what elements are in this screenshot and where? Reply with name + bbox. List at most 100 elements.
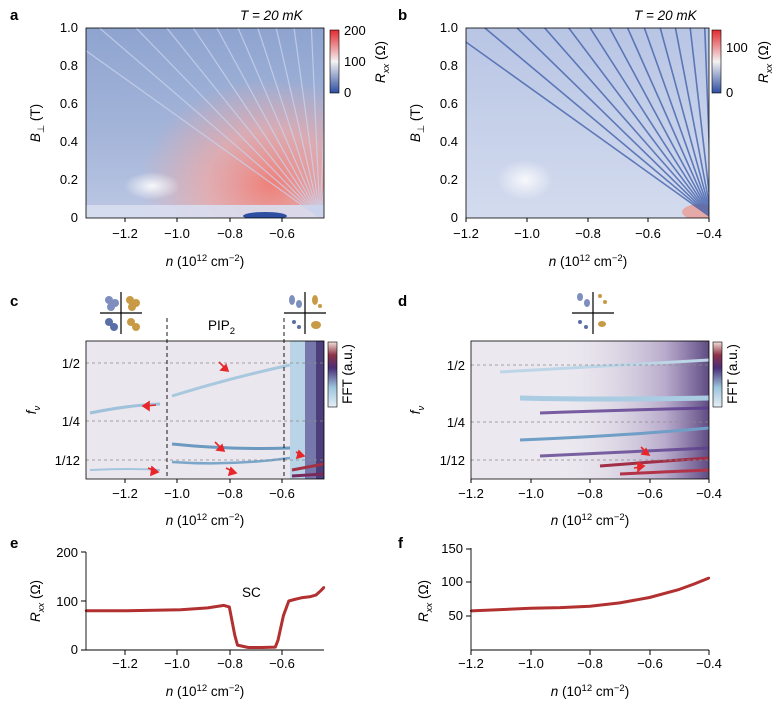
data-point-e xyxy=(322,586,326,589)
y-tick-a-5: 0.8 xyxy=(60,58,78,73)
fan-line xyxy=(319,116,324,218)
fan-line xyxy=(712,0,779,218)
data-point-e xyxy=(287,599,290,603)
fan-line xyxy=(703,28,709,161)
data-point-e xyxy=(274,645,277,649)
x-axis-d: −1.2 −1.0 −0.8 −0.6 −0.4 n (1012 cm−2) xyxy=(458,479,722,528)
panel-f: f −1.2 −1.0 −0.8 −0.6 −0.4 n (1012 cm−2)… xyxy=(398,535,722,699)
fan-line xyxy=(643,28,709,212)
panel-label-c: c xyxy=(10,293,18,310)
y-tick-b-1: 0 xyxy=(451,210,458,225)
colorbar-tick-a-3: 0 xyxy=(344,85,351,100)
data-point-f xyxy=(692,582,696,586)
line-plot-f xyxy=(469,576,711,613)
x-tick-f-5: −0.4 xyxy=(696,656,722,671)
data-point-e xyxy=(309,595,312,598)
fan-line xyxy=(712,0,779,218)
data-point-e xyxy=(233,634,236,637)
x-axis-a: −1.2 −1.0 −0.8 −0.6 n (1012 cm−2) xyxy=(112,218,295,269)
y-tick-c-1: 1/2 xyxy=(62,356,80,371)
colorbar-label-c: FFT (a.u.) xyxy=(340,344,355,404)
data-point-f xyxy=(588,605,592,608)
y-tick-e-2: 100 xyxy=(56,594,78,609)
panel-b: b T = 20 mK −1.2 −1.0 −0.8 −0.6 −0.4 n (… xyxy=(398,0,779,269)
y-tick-f-3: 150 xyxy=(441,541,463,556)
x-tick-f-3: −0.8 xyxy=(577,656,603,671)
fan-line xyxy=(275,28,321,218)
fan-line xyxy=(86,49,321,218)
fan-line xyxy=(216,28,321,218)
fan-line xyxy=(257,28,321,218)
panel-e: e SC −1.2 −1.0 −0.8 −0.6 n (1012 cm−2) 0… xyxy=(10,535,326,699)
data-point-e xyxy=(98,609,101,612)
panel-c: c PIP2 xyxy=(10,292,355,528)
x-axis-c: −1.2 −1.0 −0.8 −0.6 n (1012 cm−2) xyxy=(112,479,295,528)
data-point-e xyxy=(314,593,318,597)
x-axis-f: −1.2 −1.0 −0.8 −0.6 −0.4 n (1012 cm−2) xyxy=(458,650,722,699)
colorbar-tick-b-2: 0 xyxy=(726,85,733,100)
y-tick-b-4: 0.6 xyxy=(440,96,458,111)
y-tick-d-1: 1/2 xyxy=(447,358,465,373)
y-axis-d: 1/2 1/4 1/12 fν xyxy=(408,358,465,468)
fan-line xyxy=(712,0,779,218)
x-tick-c-4: −0.6 xyxy=(269,486,295,501)
y-axis-label-b: B⊥ (T) xyxy=(408,104,427,142)
y-axis-b: 0 0.2 0.4 0.6 0.8 1.0 B⊥ (T) xyxy=(408,20,458,225)
fan-line xyxy=(293,28,321,218)
data-point-f xyxy=(529,607,532,610)
fan-line xyxy=(712,0,779,218)
y-tick-d-3: 1/12 xyxy=(440,453,465,468)
panel-label-b: b xyxy=(398,7,407,24)
rxx-line-e xyxy=(86,586,326,649)
y-tick-f-2: 100 xyxy=(441,574,463,589)
data-point-f xyxy=(707,576,711,580)
y-tick-b-5: 0.8 xyxy=(440,58,458,73)
y-axis-label-f: Rxx (Ω) xyxy=(416,580,435,622)
x-axis-label-b: n (1012 cm−2) xyxy=(549,253,627,269)
data-point-e xyxy=(222,604,226,607)
y-tick-b-2: 0.2 xyxy=(440,172,458,187)
fan-line xyxy=(626,28,709,214)
fermi-surface-schematic-d-icon xyxy=(572,292,614,334)
fft-map-d xyxy=(471,341,709,479)
x-axis-label-a: n (1012 cm−2) xyxy=(166,253,244,269)
y-tick-a-3: 0.4 xyxy=(60,134,78,149)
colorbar-tick-b-1: 100 xyxy=(726,40,748,55)
colorbar-tick-a-1: 200 xyxy=(344,23,366,38)
data-point-e xyxy=(179,608,182,611)
panel-d: d xyxy=(398,292,740,528)
x-tick-a-3: −0.8 xyxy=(217,226,243,241)
data-point-e xyxy=(293,598,296,601)
fan-line xyxy=(310,28,321,218)
x-tick-d-5: −0.4 xyxy=(696,486,722,501)
data-point-e xyxy=(260,646,263,649)
panel-label-e: e xyxy=(10,535,18,552)
fan-line xyxy=(237,28,321,218)
y-axis-e: 0 100 200 Rxx (Ω) xyxy=(28,545,86,657)
fan-line xyxy=(712,0,779,218)
x-tick-b-5: −0.4 xyxy=(696,226,722,241)
colorbar-label-b: Rxx (Ω) xyxy=(756,41,775,83)
fan-line xyxy=(192,28,321,218)
fan-line xyxy=(483,28,709,217)
fan-line xyxy=(689,28,709,199)
panel-a: a T = 20 mK −1.2 −1.0 −0.8 −0.6 n (1012 … xyxy=(10,7,392,269)
colorbar-c: FFT (a.u.) xyxy=(327,341,355,408)
fan-line xyxy=(516,28,709,217)
rxx-line-f xyxy=(470,576,710,613)
data-point-e xyxy=(206,606,209,610)
fermi-surface-schematic-left-icon xyxy=(100,292,142,334)
panel-label-a: a xyxy=(10,7,19,24)
x-tick-f-2: −1.0 xyxy=(518,656,544,671)
y-tick-a-1: 0 xyxy=(71,210,78,225)
data-point-e xyxy=(236,643,239,647)
data-point-f xyxy=(618,601,621,605)
x-tick-f-1: −1.2 xyxy=(458,656,484,671)
x-tick-d-3: −0.8 xyxy=(577,486,603,501)
colorbar-b: 100 0 Rxx (Ω) xyxy=(711,29,775,100)
y-tick-b-3: 0.4 xyxy=(440,134,458,149)
fan-line xyxy=(712,0,779,218)
colorbar-label-d: FFT (a.u.) xyxy=(725,344,740,404)
x-tick-e-3: −0.8 xyxy=(217,656,243,671)
data-point-e xyxy=(276,639,280,642)
